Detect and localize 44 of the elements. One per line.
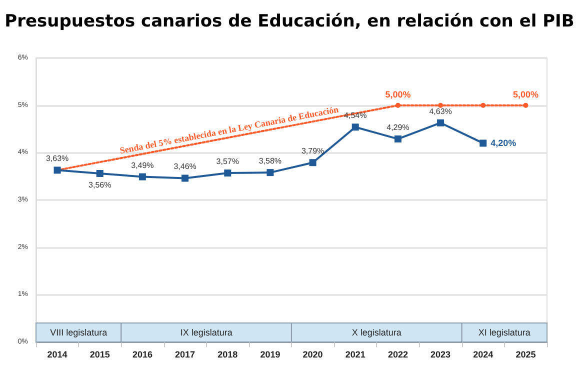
point bbox=[266, 169, 274, 176]
data-label: 4,54% bbox=[344, 111, 367, 120]
point bbox=[138, 173, 146, 180]
point bbox=[96, 170, 104, 177]
data-label: 3,58% bbox=[258, 156, 282, 166]
band-label: IX legislatura bbox=[180, 328, 232, 338]
point bbox=[394, 135, 402, 142]
data-label: 4,29% bbox=[386, 122, 410, 132]
point bbox=[480, 140, 487, 147]
x-tick-label: 2016 bbox=[132, 350, 152, 360]
point bbox=[352, 124, 359, 131]
x-tick-label: 2024 bbox=[473, 350, 494, 360]
point bbox=[437, 119, 444, 126]
data-label: 4,63% bbox=[429, 106, 452, 116]
data-label: 3,79% bbox=[301, 146, 324, 156]
chart-title: Presupuestos canarios de Educación, en relación con el PIB bbox=[4, 12, 574, 32]
point bbox=[480, 102, 486, 108]
data-label: 3,56% bbox=[88, 180, 112, 190]
x-tick-label: 2025 bbox=[516, 350, 536, 360]
x-tick-label: 2017 bbox=[175, 350, 196, 360]
x-tick-label: 2023 bbox=[430, 350, 451, 360]
point bbox=[182, 174, 189, 182]
data-label: 5,00% bbox=[512, 89, 538, 100]
data-label: 3,57% bbox=[216, 157, 239, 166]
x-tick-label: 2022 bbox=[388, 350, 408, 360]
band-label: XI legislatura bbox=[478, 328, 530, 338]
data-label: 5,00% bbox=[385, 89, 411, 100]
data-label: 4,20% bbox=[490, 138, 516, 148]
x-tick-label: 2019 bbox=[260, 350, 280, 360]
band-label: VIII legislatura bbox=[50, 328, 108, 338]
x-tick-label: 2015 bbox=[90, 350, 110, 360]
point bbox=[438, 102, 444, 108]
x-tick-label: 2020 bbox=[302, 350, 323, 360]
data-label: 3,49% bbox=[131, 160, 154, 170]
x-tick-label: 2018 bbox=[218, 350, 238, 360]
data-label: 3,46% bbox=[174, 162, 196, 172]
band-label: X legislatura bbox=[352, 328, 402, 338]
data-label: 3,63% bbox=[46, 154, 69, 164]
point bbox=[395, 102, 400, 108]
x-tick-label: 2021 bbox=[345, 350, 366, 360]
point bbox=[523, 102, 528, 108]
x-tick-label: 2014 bbox=[47, 350, 68, 360]
point bbox=[309, 159, 316, 166]
point bbox=[224, 170, 232, 177]
